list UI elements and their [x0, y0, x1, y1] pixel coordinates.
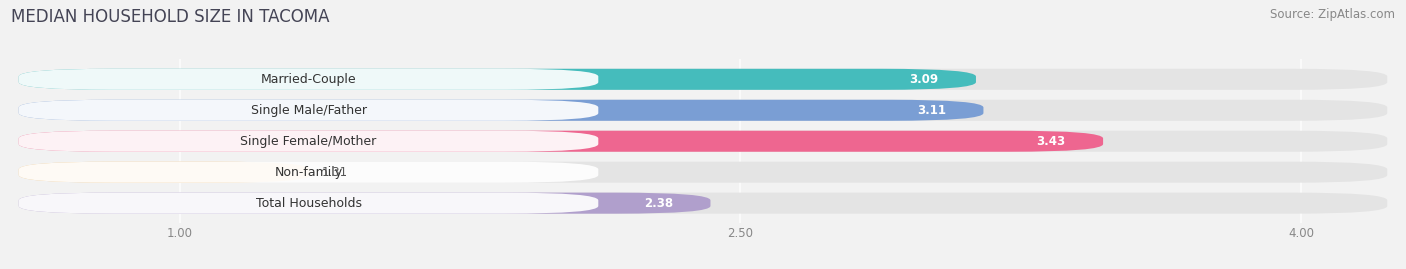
FancyBboxPatch shape	[18, 100, 1388, 121]
Text: 3.11: 3.11	[917, 104, 946, 117]
Text: Single Female/Mother: Single Female/Mother	[240, 135, 377, 148]
FancyBboxPatch shape	[18, 100, 599, 121]
Text: 3.43: 3.43	[1036, 135, 1066, 148]
Text: Non-family: Non-family	[274, 166, 343, 179]
FancyBboxPatch shape	[18, 193, 1388, 214]
Text: 2.38: 2.38	[644, 197, 673, 210]
Text: MEDIAN HOUSEHOLD SIZE IN TACOMA: MEDIAN HOUSEHOLD SIZE IN TACOMA	[11, 8, 330, 26]
FancyBboxPatch shape	[18, 162, 1388, 183]
FancyBboxPatch shape	[18, 193, 710, 214]
FancyBboxPatch shape	[18, 69, 599, 90]
Text: Married-Couple: Married-Couple	[260, 73, 356, 86]
Text: Source: ZipAtlas.com: Source: ZipAtlas.com	[1270, 8, 1395, 21]
FancyBboxPatch shape	[18, 131, 1104, 152]
Text: 1.31: 1.31	[322, 166, 347, 179]
FancyBboxPatch shape	[18, 162, 311, 183]
FancyBboxPatch shape	[18, 69, 976, 90]
FancyBboxPatch shape	[18, 193, 599, 214]
FancyBboxPatch shape	[18, 162, 599, 183]
FancyBboxPatch shape	[18, 69, 1388, 90]
Text: 3.09: 3.09	[910, 73, 939, 86]
FancyBboxPatch shape	[18, 131, 599, 152]
FancyBboxPatch shape	[18, 131, 1388, 152]
Text: Total Households: Total Households	[256, 197, 361, 210]
FancyBboxPatch shape	[18, 100, 983, 121]
Text: Single Male/Father: Single Male/Father	[250, 104, 367, 117]
